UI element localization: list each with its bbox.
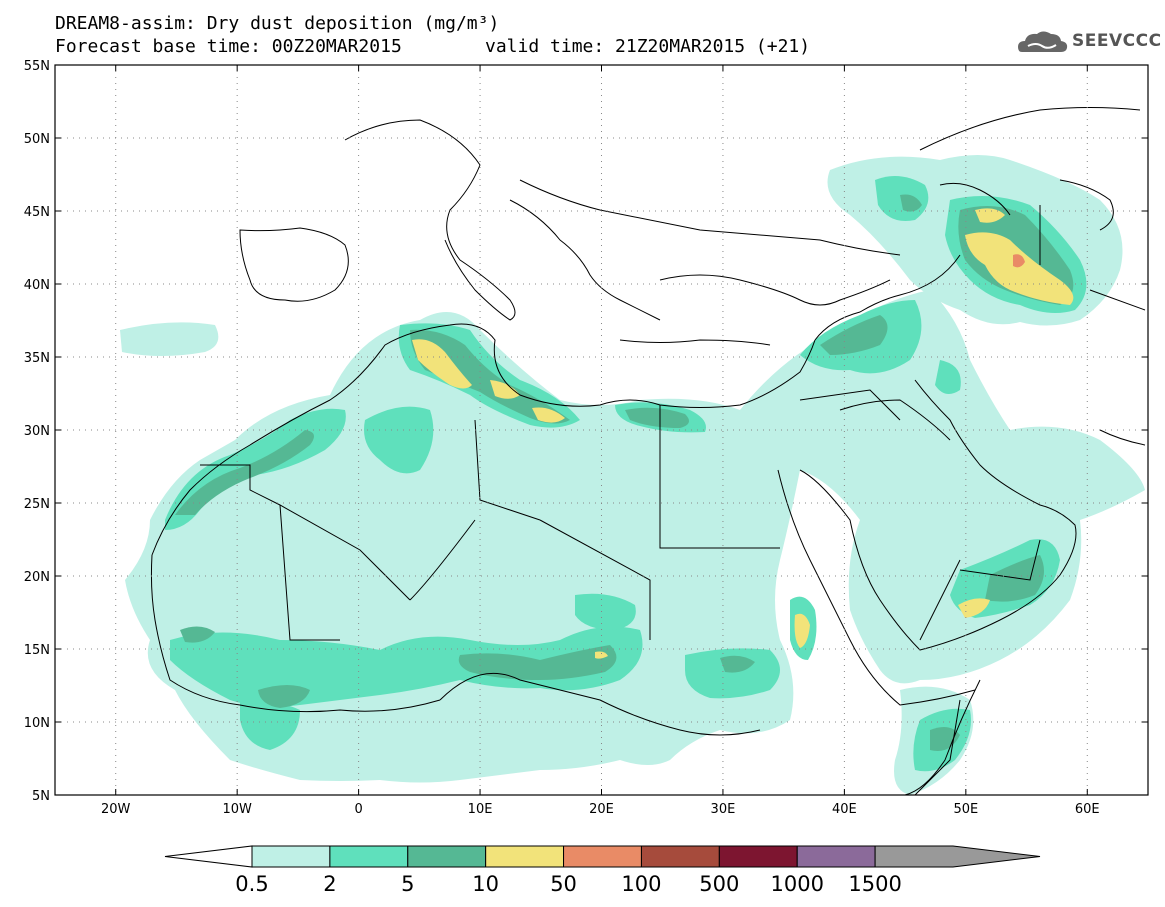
colorbar-label: 100 [621, 872, 661, 896]
forecast-base-time: Forecast base time: 00Z20MAR2015 [55, 36, 402, 57]
dust-fields [120, 155, 1145, 795]
colorbar-label: 500 [699, 872, 739, 896]
lon-label: 60E [1075, 802, 1100, 817]
lon-label: 30E [711, 802, 736, 817]
lon-label: 40E [832, 802, 857, 817]
lat-label: 40N [24, 278, 50, 293]
level-50-fields [1013, 254, 1025, 268]
colorbar-segment [718, 845, 798, 868]
colorbar-segment [796, 845, 876, 868]
colorbar-label: 1500 [848, 872, 901, 896]
longitude-axis: 20W 10W 0 10E 20E 30E 40E 50E 60E [101, 65, 1100, 817]
colorbar-label: 0.5 [235, 872, 268, 896]
colorbar-label: 50 [550, 872, 577, 896]
lon-label: 50E [953, 802, 978, 817]
seevccc-logo [1016, 26, 1156, 58]
colorbar-segment [563, 845, 642, 868]
latitude-axis: 55N 50N 45N 40N 35N 30N 25N 20N 15N 10N 5N [24, 59, 1148, 804]
colorbar-label: 2 [323, 872, 336, 896]
lat-lon-grid [55, 65, 1148, 795]
colorbar-label: 5 [401, 872, 414, 896]
colorbar-legend: 0.5 2 5 10 50 100 500 1000 1500 [164, 845, 1041, 896]
colorbar-segment [407, 845, 487, 868]
cloud-icon [1018, 31, 1068, 52]
coastlines-borders [150, 107, 1146, 796]
map-title: DREAM8-assim: Dry dust deposition (mg/m³… [55, 13, 500, 34]
colorbar-label: 10 [472, 872, 499, 896]
lat-label: 20N [24, 570, 50, 585]
lat-label: 35N [24, 351, 50, 366]
lat-label: 5N [32, 789, 50, 804]
colorbar-segment [329, 845, 409, 868]
lon-label: 10W [222, 802, 252, 817]
colorbar-segment [251, 845, 331, 868]
lon-label: 20W [101, 802, 131, 817]
lat-label: 50N [24, 132, 50, 147]
colorbar-segment [640, 845, 720, 868]
lat-label: 45N [24, 205, 50, 220]
level-10-fields [412, 208, 1074, 659]
lat-label: 30N [24, 424, 50, 439]
lat-label: 10N [24, 716, 50, 731]
valid-time: valid time: 21Z20MAR2015 (+21) [485, 36, 811, 57]
lon-label: 10E [468, 802, 493, 817]
colorbar-min-arrow [164, 845, 253, 868]
lon-label: 0 [354, 802, 362, 817]
lat-label: 25N [24, 497, 50, 512]
lat-label: 15N [24, 643, 50, 658]
colorbar-max-arrow [874, 845, 1041, 868]
logo-text: SEEVCCC [1072, 31, 1162, 51]
lat-label: 55N [24, 59, 50, 74]
lon-label: 20E [589, 802, 614, 817]
colorbar-label: 1000 [770, 872, 823, 896]
colorbar-segment [485, 845, 565, 868]
